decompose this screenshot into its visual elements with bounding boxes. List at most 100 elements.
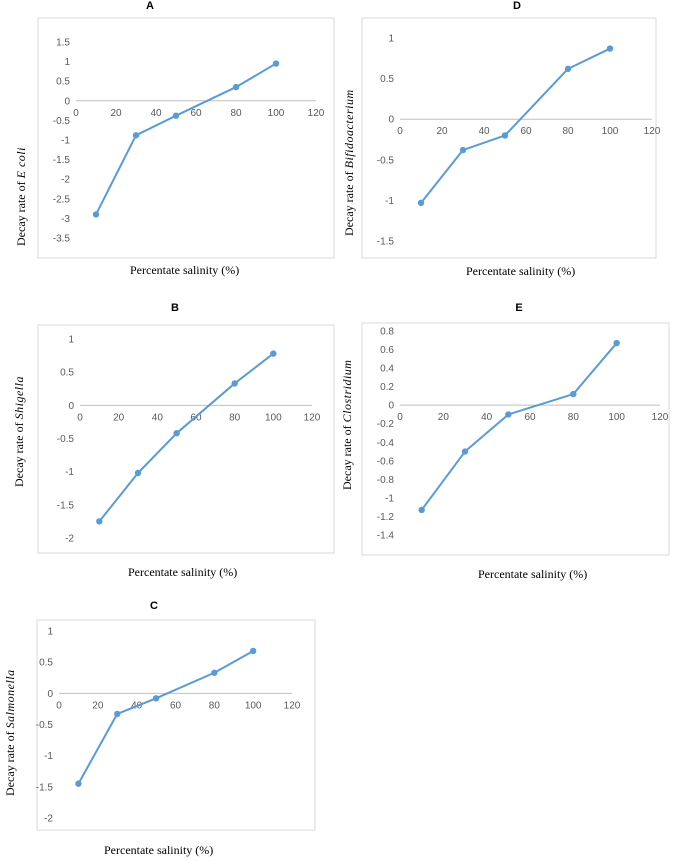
y-tick-label: -3 bbox=[61, 214, 70, 225]
panel-label: A bbox=[146, 0, 154, 12]
y-tick-label: 0 bbox=[388, 115, 394, 126]
x-tick-label: 80 bbox=[562, 126, 574, 137]
x-tick-label: 80 bbox=[229, 412, 241, 423]
chart-frame bbox=[37, 324, 335, 554]
y-axis-label-prefix: Decay rate of bbox=[3, 731, 17, 796]
y-tick-label: -2 bbox=[44, 814, 53, 825]
x-tick-label: 0 bbox=[397, 412, 403, 423]
y-tick-label: -0.5 bbox=[377, 155, 395, 166]
y-tick-label: 1 bbox=[47, 627, 53, 638]
data-point bbox=[418, 506, 425, 514]
chart-frame bbox=[36, 619, 316, 831]
data-point bbox=[152, 695, 160, 702]
y-axis-label-organism: Salmonella bbox=[3, 669, 17, 729]
x-tick-label: 120 bbox=[284, 700, 301, 711]
x-tick-label: 60 bbox=[524, 412, 536, 423]
x-tick-label: 100 bbox=[608, 412, 625, 423]
y-tick-label: -1.4 bbox=[377, 531, 395, 542]
data-point bbox=[172, 112, 180, 119]
x-tick-label: 0 bbox=[73, 108, 79, 119]
y-tick-label: -1.5 bbox=[57, 500, 75, 511]
data-point bbox=[75, 780, 82, 787]
y-tick-label: -0.8 bbox=[377, 475, 395, 486]
y-tick-label: -0.6 bbox=[377, 456, 395, 467]
y-tick-label: 0 bbox=[68, 401, 74, 412]
y-tick-label: -1 bbox=[385, 493, 394, 504]
y-tick-label: -1.5 bbox=[36, 782, 54, 793]
x-axis-label: Percentate salinity (%) bbox=[466, 264, 576, 278]
y-tick-label: 0 bbox=[47, 689, 53, 700]
data-point bbox=[564, 65, 572, 73]
y-tick-label: 1 bbox=[68, 335, 74, 346]
panel-label: E bbox=[515, 302, 523, 314]
data-point bbox=[92, 211, 100, 218]
x-tick-label: 100 bbox=[265, 412, 282, 423]
y-tick-label: 0.6 bbox=[380, 345, 394, 356]
y-tick-label: 0 bbox=[64, 96, 70, 107]
y-tick-label: 0 bbox=[388, 401, 394, 412]
y-tick-label: -1.5 bbox=[377, 237, 395, 248]
y-tick-label: -1.5 bbox=[53, 155, 71, 166]
x-tick-label: 40 bbox=[478, 126, 490, 137]
data-point bbox=[505, 411, 512, 418]
x-axis-label: Percentate salinity (%) bbox=[104, 843, 214, 857]
y-tick-label: 1.5 bbox=[56, 38, 70, 49]
x-tick-label: 0 bbox=[56, 700, 62, 711]
y-tick-label: 0.2 bbox=[380, 382, 394, 393]
y-tick-label: 1 bbox=[388, 34, 394, 45]
y-tick-label: -2 bbox=[61, 175, 70, 186]
data-point bbox=[231, 380, 238, 387]
x-tick-label: 80 bbox=[209, 700, 221, 711]
panel-label: B bbox=[171, 302, 179, 314]
x-tick-label: 120 bbox=[304, 412, 321, 423]
y-tick-label: 0.5 bbox=[60, 368, 74, 379]
data-point bbox=[232, 83, 240, 91]
data-point bbox=[96, 518, 103, 525]
x-tick-label: 100 bbox=[268, 108, 285, 119]
x-tick-label: 0 bbox=[397, 126, 403, 137]
x-tick-label: 40 bbox=[152, 412, 164, 423]
panel-label: C bbox=[150, 600, 158, 612]
y-tick-label: -3.5 bbox=[53, 234, 71, 245]
x-axis-label: Percentate salinity (%) bbox=[130, 263, 240, 277]
chart-frame bbox=[37, 17, 335, 259]
x-tick-label: 120 bbox=[308, 108, 325, 119]
panel-label: D bbox=[513, 0, 521, 12]
x-tick-label: 20 bbox=[438, 412, 450, 423]
x-tick-label: 20 bbox=[110, 108, 122, 119]
x-tick-label: 80 bbox=[568, 412, 580, 423]
y-tick-label: -1 bbox=[385, 196, 394, 207]
y-tick-label: -0.5 bbox=[53, 116, 71, 127]
x-tick-label: 60 bbox=[190, 412, 202, 423]
x-tick-label: 120 bbox=[652, 412, 669, 423]
x-tick-label: 120 bbox=[644, 126, 661, 137]
data-point bbox=[613, 339, 620, 347]
x-axis-label: Percentate salinity (%) bbox=[128, 565, 238, 579]
x-tick-label: 80 bbox=[230, 108, 242, 119]
y-tick-label: 0.5 bbox=[380, 74, 394, 85]
y-tick-label: 0.8 bbox=[380, 327, 394, 338]
x-axis-label: Percentate salinity (%) bbox=[478, 567, 588, 581]
y-tick-label: 1 bbox=[64, 57, 70, 68]
y-tick-label: -1 bbox=[61, 136, 70, 147]
data-point bbox=[272, 60, 280, 67]
data-point bbox=[134, 469, 142, 477]
y-tick-label: -1.2 bbox=[377, 512, 395, 523]
data-point bbox=[459, 146, 467, 154]
data-point bbox=[173, 429, 180, 437]
x-tick-label: 40 bbox=[481, 412, 493, 423]
y-tick-label: -0.4 bbox=[377, 438, 395, 449]
x-tick-label: 100 bbox=[245, 700, 262, 711]
y-tick-label: -2 bbox=[65, 534, 74, 545]
data-point bbox=[114, 710, 121, 718]
y-tick-label: -0.5 bbox=[57, 434, 75, 445]
x-tick-label: 100 bbox=[602, 126, 619, 137]
data-point bbox=[132, 132, 140, 139]
data-point bbox=[211, 669, 218, 676]
data-point bbox=[461, 448, 469, 455]
